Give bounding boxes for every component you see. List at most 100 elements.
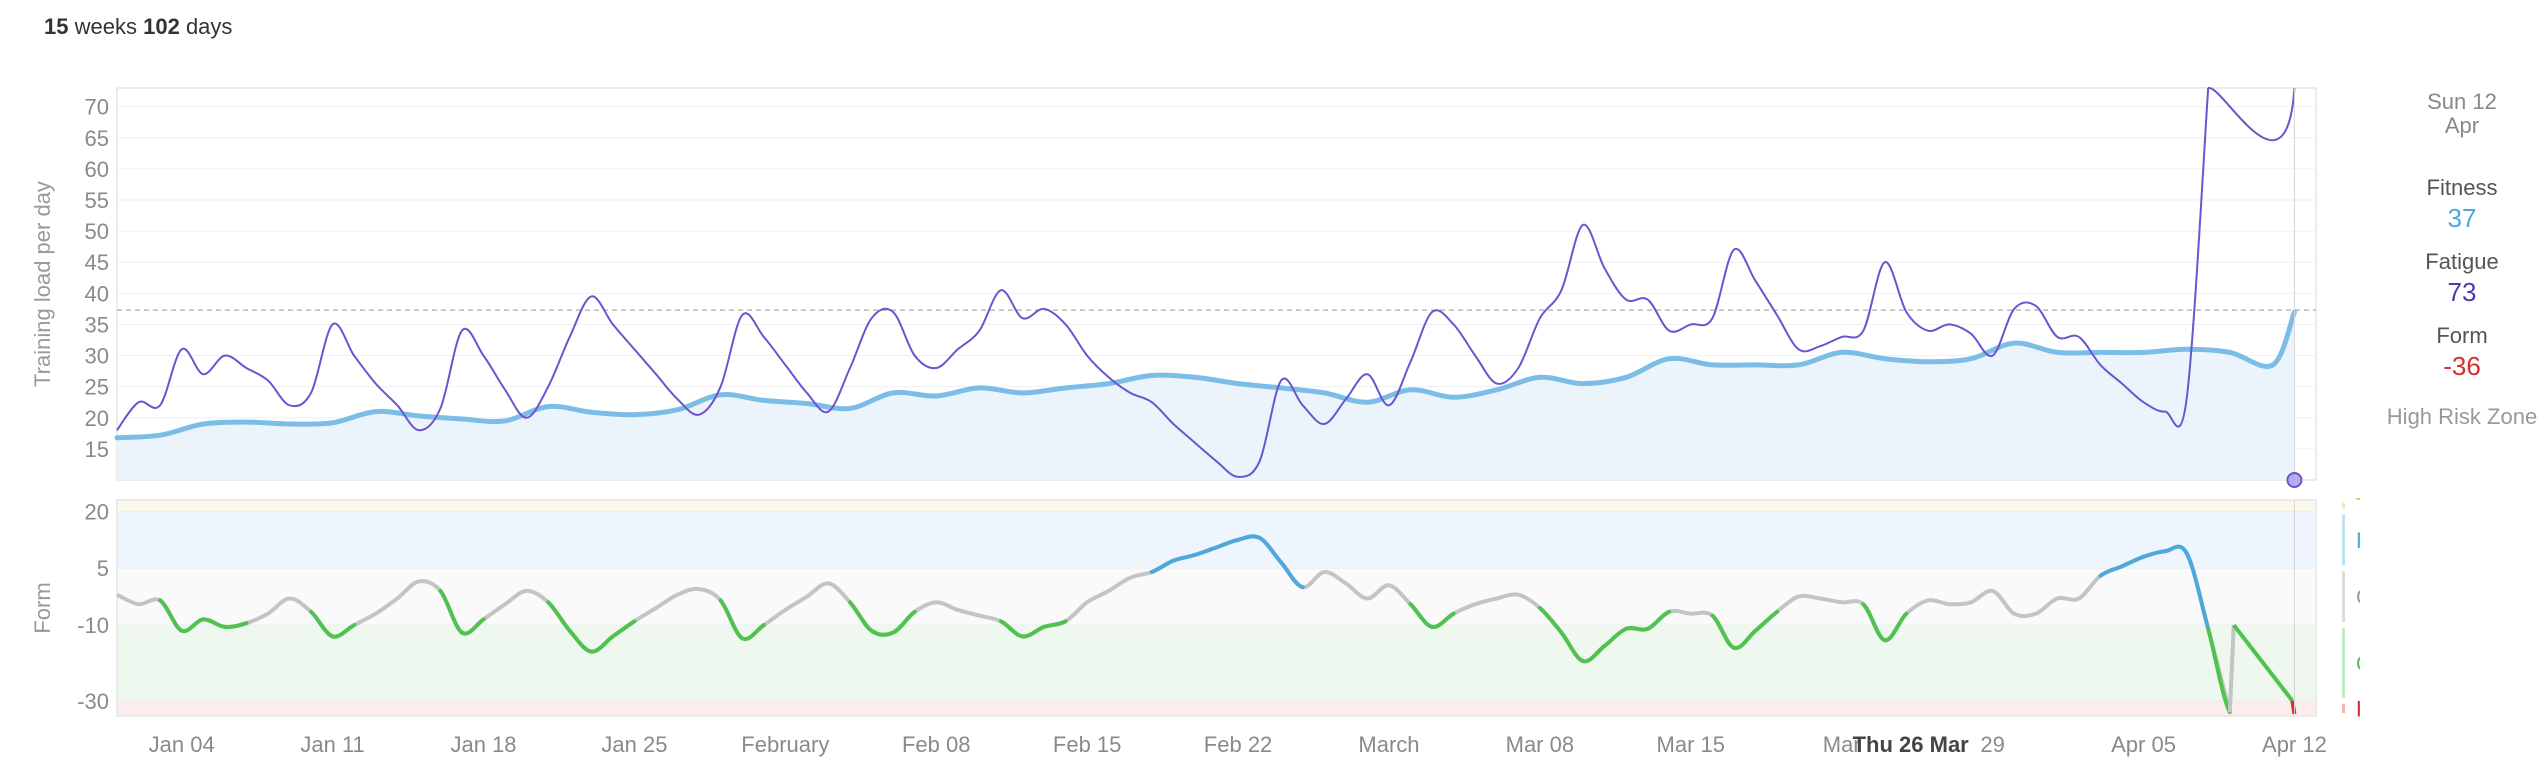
form-zone-band — [117, 511, 2316, 569]
x-tick-label: Feb 15 — [1053, 732, 1122, 757]
fatigue-value: 73 — [2447, 277, 2477, 307]
form-zone-segment — [2206, 626, 2232, 715]
days-count: 102 — [143, 14, 180, 39]
form-zone-marker — [2342, 503, 2345, 509]
form-zone-segment — [610, 619, 637, 639]
form-zone-segment — [1645, 609, 1672, 631]
x-tick-label: Mar — [1823, 732, 1861, 757]
x-tick-label: Jan 04 — [149, 732, 215, 757]
x-tick-label: Jan 11 — [300, 732, 364, 757]
load-y-tick-label: 25 — [85, 375, 109, 400]
x-tick-label: Jan 25 — [601, 732, 667, 757]
form-plot-area — [116, 499, 2317, 717]
x-tick-label: Jan 18 — [450, 732, 516, 757]
x-tick-label: Apr 12 — [2262, 732, 2327, 757]
form-zone-band — [117, 625, 2316, 701]
form-zone-segment — [1279, 560, 1305, 590]
form-y-axis-title: Form — [30, 582, 55, 633]
form-zone-segment — [1559, 630, 1585, 664]
fitness-line — [114, 309, 2297, 441]
x-tick-label: Feb 22 — [1204, 732, 1273, 757]
form-zone-marker — [2342, 514, 2345, 566]
date-range-summary: 15 weeks 102 days — [44, 14, 232, 40]
x-tick-label: Mar 15 — [1657, 732, 1725, 757]
x-tick-label: Mar 08 — [1506, 732, 1574, 757]
form-drop-grey — [2227, 625, 2236, 713]
hover-marker — [2286, 472, 2303, 488]
form-y-tick-label: -10 — [77, 613, 109, 638]
form-zone-segment — [891, 609, 917, 635]
form-zone-band — [117, 700, 2316, 716]
weeks-count: 15 — [44, 14, 69, 39]
form-zone-marker — [2342, 628, 2345, 698]
form-zone-segment — [740, 623, 766, 642]
form-zone-label: High Risk — [2356, 696, 2360, 721]
form-panel: Transition Fresh Grey Zone Optimal High Risk… — [30, 494, 2360, 722]
form-zone-segment — [330, 623, 357, 639]
form-zone-label: Grey Zone — [2356, 585, 2360, 610]
form-zone-label: High Risk Zone — [2386, 404, 2538, 429]
form-y-tick-label: -30 — [77, 689, 109, 714]
form-zone-segment — [1731, 628, 1758, 651]
form-zone-segment — [1257, 535, 1284, 565]
form-zone-marker — [2342, 571, 2345, 623]
x-tick-label: 29 — [1980, 732, 2004, 757]
fatigue-label: Fatigue — [2425, 249, 2499, 274]
fitness-value: 37 — [2447, 203, 2477, 233]
load-y-tick-label: 60 — [85, 157, 109, 182]
form-zone-segment — [459, 617, 486, 636]
hover-readout-panel: Sun 12 Apr Fitness 37 Fatigue 73 Form -3… — [2380, 90, 2544, 430]
x-hover-date-label[interactable]: Thu 26 Mar — [1853, 732, 1970, 757]
form-zone-segment — [1602, 626, 1629, 648]
readout-date-line1: Sun 12 — [2427, 89, 2497, 114]
days-label: days — [185, 14, 233, 39]
form-zone-segment — [1430, 611, 1456, 629]
load-y-tick-label: 20 — [85, 406, 109, 431]
load-y-tick-label: 65 — [85, 126, 109, 151]
form-zone-label: Fresh — [2356, 528, 2360, 553]
form-zone-segment — [1710, 613, 1736, 650]
form-y-tick-label: 20 — [85, 499, 109, 524]
readout-date-line2: Apr — [2444, 113, 2480, 138]
form-zone-marker — [2342, 703, 2345, 713]
form-zone-segment — [1753, 609, 1779, 633]
form-zone-segment — [222, 621, 249, 630]
load-y-tick-label: 40 — [85, 281, 109, 306]
training-load-chart[interactable]: 15 20 25 30 35 40 45 50 55 60 65 70 Training load pe… — [0, 0, 2360, 776]
form-zone-segment — [1581, 643, 1607, 664]
load-y-tick-label: 35 — [85, 312, 109, 337]
load-y-tick-label: 50 — [85, 219, 109, 244]
load-y-tick-label: 70 — [85, 95, 109, 120]
form-zone-segment — [1624, 626, 1650, 632]
training-load-panel: 15 20 25 30 35 40 45 50 55 60 65 70 Training load pe… — [30, 86, 2317, 488]
form-zone-segment — [158, 598, 184, 633]
x-tick-label: Apr 05 — [2111, 732, 2176, 757]
fitness-label: Fitness — [2426, 175, 2498, 200]
form-zone-band — [117, 500, 2316, 512]
form-zone-segment — [718, 598, 745, 641]
form-drop-optimal — [2232, 623, 2294, 703]
form-zone-segment — [2163, 544, 2189, 556]
form-zone-segment — [1861, 602, 1887, 643]
form-zone-segment — [546, 600, 572, 633]
x-tick-label: February — [741, 732, 829, 757]
form-zone-segment — [2184, 551, 2211, 631]
load-y-tick-label: 15 — [85, 437, 109, 462]
x-tick-label: March — [1358, 732, 1419, 757]
load-y-axis-title: Training load per day — [30, 181, 55, 387]
weeks-label: weeks — [74, 14, 137, 39]
form-zone-label: Optimal — [2356, 651, 2360, 676]
x-axis: Jan 04 Jan 11 Jan 18 Jan 25 February Feb 08 Fe… — [149, 732, 2327, 757]
x-tick-label: Feb 08 — [902, 732, 971, 757]
form-zone-segment — [309, 609, 335, 639]
form-zone-segment — [438, 588, 464, 635]
form-y-tick-label: 5 — [97, 556, 109, 581]
form-zone-segment — [1042, 619, 1068, 629]
load-y-tick-label: 45 — [85, 250, 109, 275]
form-value: -36 — [2443, 351, 2481, 381]
form-zone-label: Transition — [2356, 494, 2360, 519]
fitness-area — [117, 312, 2295, 480]
form-zone-segment — [1537, 606, 1564, 635]
form-zone-segment — [848, 600, 874, 633]
load-y-tick-label: 55 — [85, 188, 109, 213]
